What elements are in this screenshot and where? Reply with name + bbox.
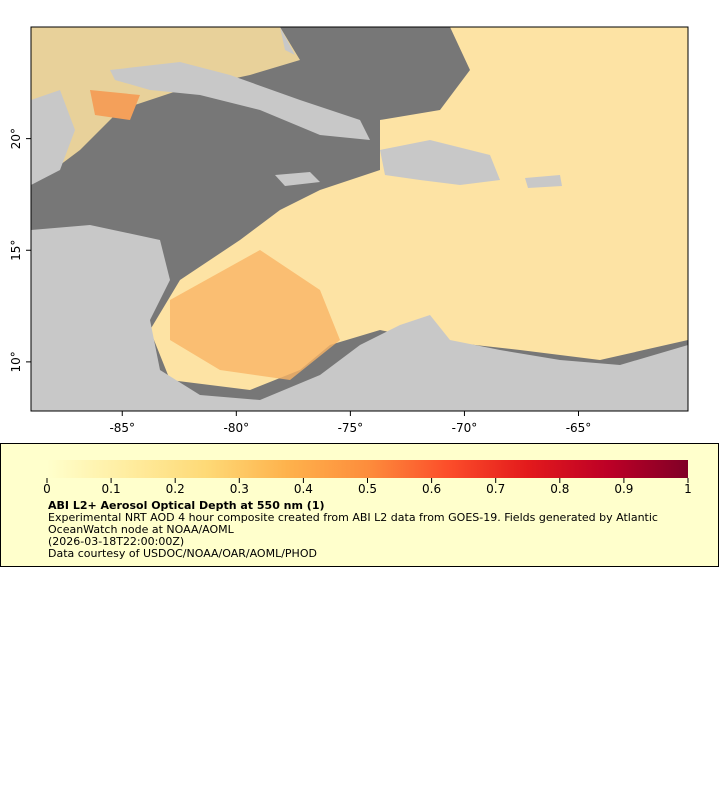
colorbar-tick-label: 0.3 xyxy=(230,482,249,496)
aerosol-dense xyxy=(170,250,340,380)
cuba xyxy=(110,62,370,140)
aerosol-spot xyxy=(90,90,140,120)
hispaniola xyxy=(380,140,500,185)
lon-tick-label: -75° xyxy=(338,421,364,435)
colorbar-tick-label: 0.5 xyxy=(358,482,377,496)
jamaica xyxy=(275,172,320,186)
south-central-america xyxy=(31,225,688,411)
lat-tick-label: 10° xyxy=(9,351,23,372)
colorbar-tick-label: 0.6 xyxy=(422,482,441,496)
lon-tick-label: -65° xyxy=(566,421,592,435)
colorbar-tick-label: 0 xyxy=(43,482,51,496)
puerto-rico xyxy=(525,175,562,188)
caption-credit: Data courtesy of USDOC/NOAA/OAR/AOML/PHO… xyxy=(48,547,317,560)
yucatan xyxy=(31,90,75,185)
lon-tick-label: -80° xyxy=(224,421,250,435)
caption-description: Experimental NRT AOD 4 hour composite cr… xyxy=(48,511,658,536)
colorbar-tick-label: 1 xyxy=(684,482,692,496)
map-frame xyxy=(30,26,689,412)
figure: 20° 15° 10° -85° -80° -75° -70° -65° 0 0.1 0.2 0.3 0… xyxy=(0,26,719,567)
caption-title: ABI L2+ Aerosol Optical Depth at 550 nm … xyxy=(48,499,325,512)
colorbar-tick-label: 0.4 xyxy=(294,482,313,496)
caption-timestamp: (2026-03-18T22:00:00Z) xyxy=(48,535,185,548)
lon-tick-label: -70° xyxy=(452,421,478,435)
florida xyxy=(280,27,295,55)
lat-tick-label: 15° xyxy=(9,240,23,261)
map-area xyxy=(31,27,688,411)
colorbar xyxy=(47,460,688,478)
colorbar-tick-label: 0.1 xyxy=(102,482,121,496)
aerosol-north xyxy=(31,27,300,180)
colorbar-tick-label: 0.8 xyxy=(550,482,569,496)
lat-tick-label: 20° xyxy=(9,128,23,149)
caption: ABI L2+ Aerosol Optical Depth at 550 nm … xyxy=(48,500,688,560)
lon-tick-label: -85° xyxy=(109,421,135,435)
colorbar-tick-label: 0.7 xyxy=(486,482,505,496)
colorbar-tick-label: 0.2 xyxy=(166,482,185,496)
colorbar-tick-label: 0.9 xyxy=(614,482,633,496)
